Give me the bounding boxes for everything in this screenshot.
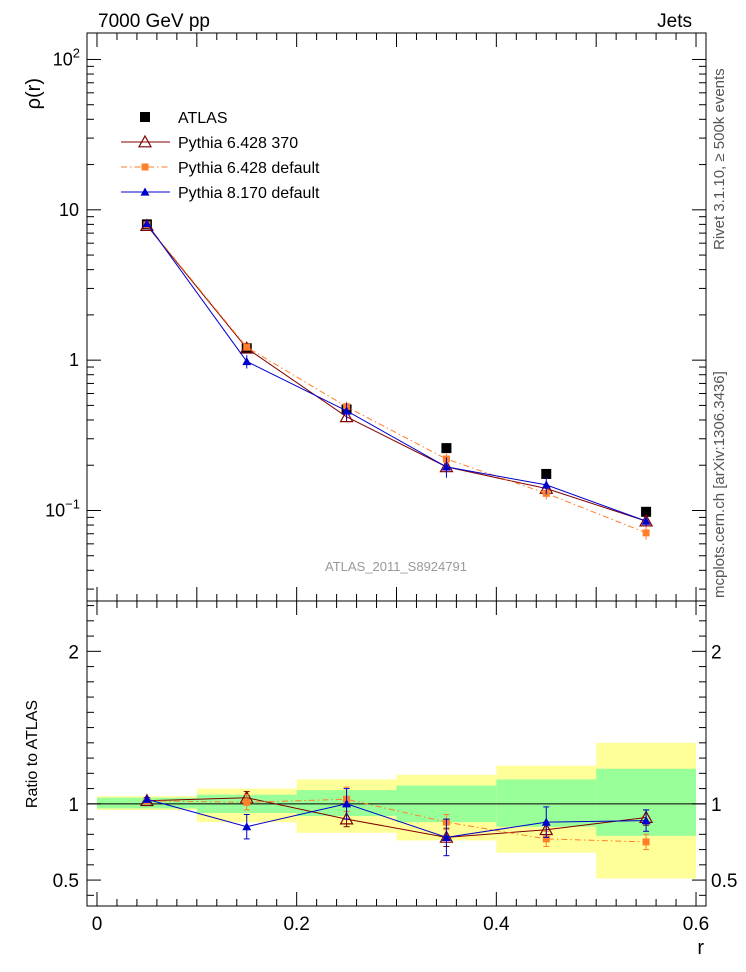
- data-point-pythia8_default: [541, 480, 551, 489]
- x-tick-label: 0.4: [483, 914, 510, 935]
- x-tick-label: 0.2: [283, 914, 309, 935]
- data-point-atlas: [441, 443, 452, 454]
- series-line-pythia6_default: [146, 224, 647, 534]
- ratio-point-pythia8_default: [441, 832, 451, 841]
- mcplots-label: mcplots.cern.ch [arXiv:1306.3436]: [711, 371, 728, 598]
- data-point-pythia8_default: [342, 406, 352, 415]
- series-pythia6_default: [143, 221, 650, 540]
- data-point-atlas: [541, 468, 552, 479]
- series-line-pythia6_370: [146, 225, 647, 522]
- rivet-version-label: Rivet 3.1.10, ≥ 500k events: [711, 68, 728, 250]
- main-plot-panel: 10−1 1 10 102 ρ(r) ATLAS_2011_S8924791 ATLA…: [23, 32, 707, 602]
- ratio-point-pythia6_370: [339, 811, 354, 825]
- ratio-series-pythia8_default: [142, 788, 651, 857]
- header-category-label: Jets: [657, 11, 692, 32]
- ratio-y-tick-label-right: 1: [711, 795, 722, 816]
- series-pythia6_370: [139, 218, 654, 527]
- ratio-y-tick-label: 2: [68, 642, 79, 663]
- legend-marker-pythia8_default: [140, 187, 150, 196]
- ratio-point-pythia8_default: [142, 794, 152, 803]
- ratio-y-axis-label: Ratio to ATLAS: [24, 700, 41, 808]
- ratio-point-pythia8_default: [342, 799, 352, 808]
- ratio-y-tick-label-right: 0.5: [711, 871, 737, 892]
- legend-item-pythia8_default: Pythia 8.170 default: [121, 185, 320, 202]
- ratio-line-pythia6_370: [146, 797, 647, 838]
- series-line-pythia8_default: [146, 223, 647, 522]
- legend-item-atlas: ATLAS: [140, 110, 228, 127]
- ratio-series-group: [139, 786, 654, 857]
- legend-label: Pythia 8.170 default: [178, 185, 320, 202]
- data-point-pythia8_default: [142, 219, 152, 228]
- ratio-line-pythia6_default: [146, 798, 647, 843]
- data-point-pythia6_default: [642, 529, 650, 537]
- ratio-y-axis: 0.5 0.5 1 1 2 2: [53, 605, 737, 896]
- legend-marker-atlas: [140, 112, 150, 122]
- main-x-ticks: [96, 33, 697, 601]
- ratio-point-pythia6_default: [642, 838, 650, 846]
- ratio-point-pythia6_default: [243, 798, 251, 806]
- x-tick-label: 0.6: [683, 914, 709, 935]
- ratio-point-pythia8_default: [541, 817, 551, 826]
- legend-item-pythia6_370: Pythia 6.428 370: [121, 134, 298, 152]
- x-tick-label: 0: [92, 914, 103, 935]
- ratio-y-tick-label: 1: [68, 795, 79, 816]
- data-point-pythia8_default: [641, 516, 651, 525]
- ratio-y-tick-label-right: 2: [711, 642, 722, 663]
- main-y-tick-label: 102: [53, 45, 80, 69]
- series-atlas: [141, 219, 652, 517]
- ratio-line-pythia8_default: [146, 798, 647, 838]
- main-series-group: [139, 218, 654, 540]
- data-point-pythia8_default: [242, 356, 252, 366]
- series-pythia8_default: [142, 219, 651, 526]
- ratio-plot-panel: 0.5 0.5 1 1 2 2 0 0.2 0.4 0.6 Ratio to ATLAS r: [24, 600, 737, 959]
- legend: ATLAS Pythia 6.428 370 Pythia 6.428 defaul…: [121, 110, 320, 202]
- legend-label: Pythia 6.428 default: [178, 160, 320, 177]
- legend-label: Pythia 6.428 370: [178, 135, 298, 152]
- ratio-point-pythia6_default: [542, 835, 550, 843]
- header-energy-label: 7000 GeV pp: [98, 11, 210, 32]
- main-y-axis-label: ρ(r): [23, 78, 45, 109]
- main-y-tick-label: 1: [69, 350, 79, 370]
- x-axis-label: r: [697, 937, 704, 959]
- legend-marker-pythia6_default: [141, 163, 149, 171]
- uncertainty-bands: [96, 742, 697, 879]
- legend-label: ATLAS: [178, 110, 228, 127]
- analysis-watermark: ATLAS_2011_S8924791: [325, 559, 467, 574]
- data-point-pythia6_default: [243, 343, 251, 351]
- data-point-pythia8_default: [441, 462, 451, 471]
- data-point-atlas: [641, 506, 652, 517]
- data-point-pythia6_370: [339, 409, 354, 423]
- ratio-y-tick-label: 0.5: [53, 871, 79, 892]
- legend-item-pythia6_default: Pythia 6.428 default: [121, 160, 320, 177]
- ratio-point-pythia8_default: [641, 816, 651, 825]
- main-y-tick-label: 10−1: [45, 496, 80, 520]
- ratio-point-pythia8_default: [242, 822, 252, 831]
- main-y-axis: 10−1 1 10 102: [45, 45, 706, 590]
- legend-marker-pythia6_370: [137, 134, 153, 148]
- ratio-x-axis: 0 0.2 0.4 0.6: [92, 601, 709, 935]
- main-y-tick-label: 10: [59, 200, 79, 220]
